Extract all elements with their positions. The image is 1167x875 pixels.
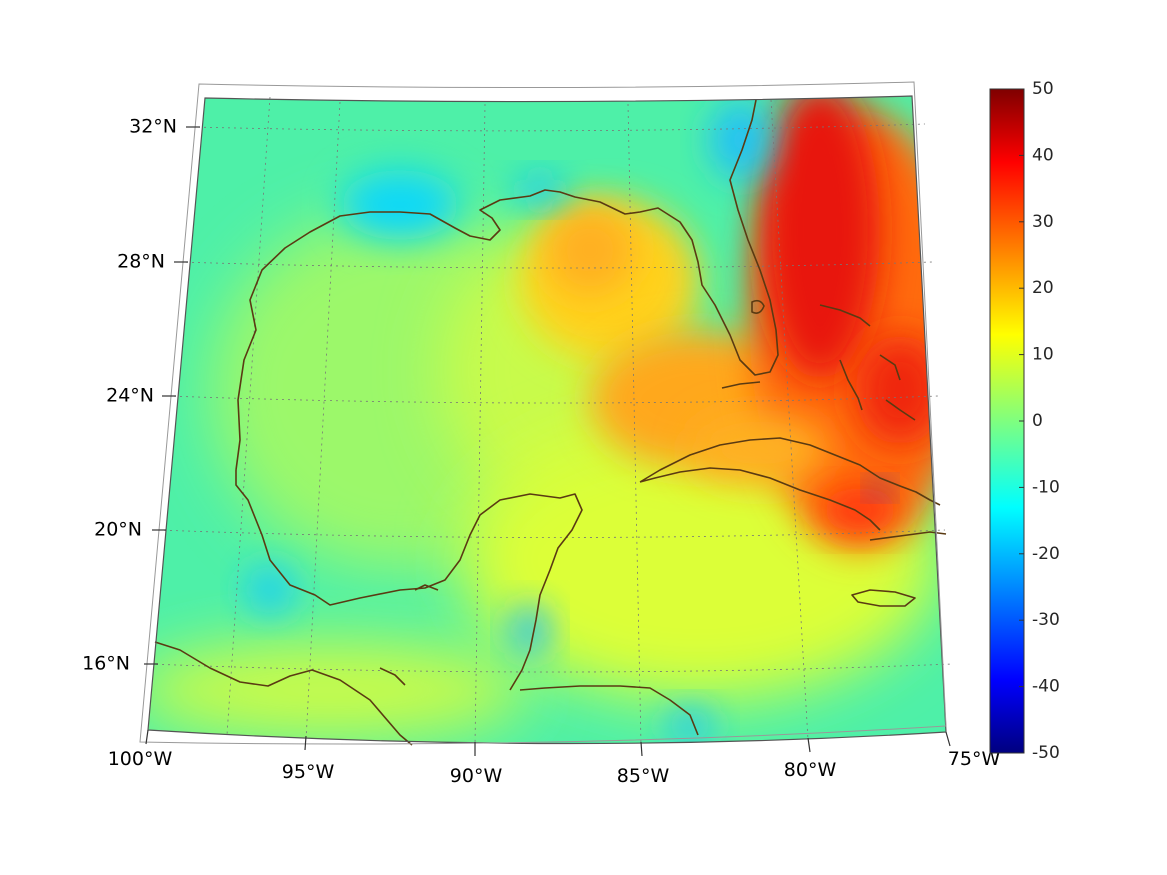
field-cuba-south: [820, 488, 900, 532]
field-belize-low: [510, 605, 550, 655]
gridline-lon-95b: [305, 101, 341, 741]
lon-label-80w: 80°W: [784, 759, 837, 781]
colorbar-tick-label: 40: [1032, 145, 1054, 165]
colorbar-tick-label: -20: [1032, 544, 1060, 564]
lat-label-24n: 24°N: [106, 385, 154, 407]
colorbar-tick-label: 30: [1032, 212, 1054, 232]
colorbar-tick-label: -10: [1032, 477, 1060, 497]
coast-florida-keys: [721, 381, 761, 389]
gridline-lat-28: [179, 261, 933, 269]
gridline-lon-80: [770, 99, 809, 741]
field-louisiana-low: [340, 170, 460, 240]
map-frame-outer: [139, 81, 947, 745]
lake-okeechobee: [751, 299, 765, 314]
lat-label-16n: 16°N: [82, 653, 130, 675]
field-haiti-low: [870, 480, 890, 496]
coast-gulf-us: [235, 99, 779, 471]
coast-honduras: [519, 685, 699, 736]
coast-islands-pacific: [379, 667, 406, 686]
field-bahamas: [855, 335, 945, 445]
colorbar-gradient: [989, 88, 1025, 754]
lon-label-100w: 100°W: [108, 748, 173, 770]
field-honduras-low: [665, 707, 715, 743]
latitude-labels: 32°N 28°N 24°N 20°N 16°N: [82, 116, 177, 675]
gridline-lat-32: [191, 123, 926, 132]
coast-islands-yucatan: [414, 584, 439, 591]
lat-label-32n: 32°N: [129, 116, 177, 138]
colorbar-ticks: 50 40 30 20 10 0 -10 -20 -30 -40 -50: [1019, 79, 1060, 763]
coast-bahamas-1: [819, 304, 871, 327]
gridline-lon-95: [226, 96, 271, 736]
coastlines: [154, 99, 947, 746]
coast-cuba: [639, 437, 941, 531]
lon-label-90w: 90°W: [450, 765, 503, 787]
map-ticks: [144, 126, 951, 757]
colorbar-tick-label: 50: [1032, 79, 1054, 99]
anomaly-field: [148, 96, 946, 744]
colorbar-tick-label: -50: [1032, 743, 1060, 763]
coast-bahamas-4: [885, 399, 916, 421]
field-gulf-stream: [760, 96, 880, 380]
field-veracruz-low: [245, 565, 295, 615]
gridline-lon-85: [627, 103, 642, 746]
coast-jamaica: [851, 589, 916, 607]
coast-bahamas-3: [879, 354, 901, 381]
graticule: [149, 96, 953, 746]
lon-label-75w: 75°W: [948, 748, 1001, 770]
field-cuba-north: [690, 415, 830, 485]
colorbar-tick-label: 10: [1032, 345, 1054, 365]
colorbar-tick-label: -30: [1032, 610, 1060, 630]
coast-hispaniola: [869, 531, 947, 541]
field-delta-low: [515, 175, 565, 205]
colorbar: 50 40 30 20 10 0 -10 -20 -30 -40 -50: [989, 79, 1060, 763]
lon-label-95w: 95°W: [282, 761, 335, 783]
coast-bahamas-2: [839, 359, 863, 411]
colorbar-tick-label: -40: [1032, 677, 1060, 697]
map-panel: 32°N 28°N 24°N 20°N 16°N 100°W 95°W 90°W…: [82, 81, 1001, 787]
lat-label-20n: 20°N: [94, 519, 142, 541]
field-georgia-low: [710, 100, 770, 180]
coast-mexico: [235, 470, 583, 691]
gridline-lon-90: [474, 103, 486, 746]
field-ne-gulf-core: [545, 205, 635, 295]
longitude-labels: 100°W 95°W 90°W 85°W 80°W 75°W: [108, 748, 1001, 787]
gridline-lat-24: [167, 395, 939, 404]
field-pacific: [148, 640, 530, 740]
lon-label-85w: 85°W: [617, 765, 670, 787]
colorbar-tick-label: 0: [1032, 411, 1043, 431]
colorbar-tick-label: 20: [1032, 278, 1054, 298]
lat-label-28n: 28°N: [117, 251, 165, 273]
map-border: [147, 95, 947, 745]
coast-central-america: [154, 641, 413, 746]
gridline-lat-20: [157, 529, 946, 538]
